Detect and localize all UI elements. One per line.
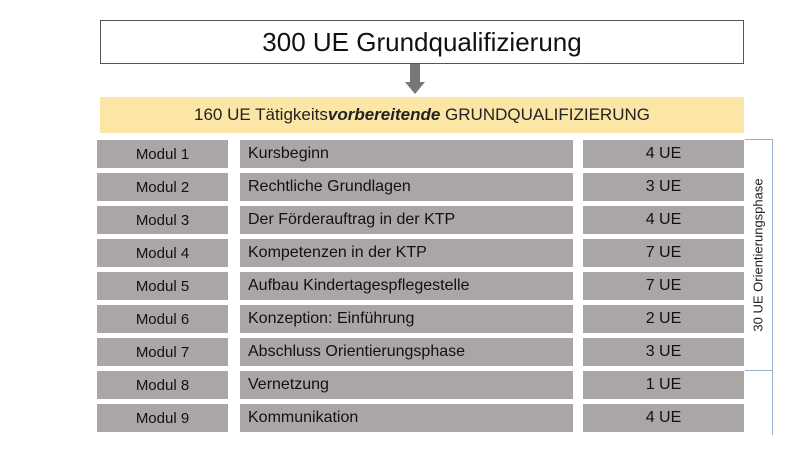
banner-emphasis: vorbereitende bbox=[327, 105, 441, 124]
orientation-bracket bbox=[745, 139, 773, 371]
module-hours: 3 UE bbox=[583, 338, 744, 366]
module-title: Der Förderauftrag in der KTP bbox=[240, 206, 573, 234]
down-arrow-icon bbox=[405, 64, 425, 94]
module-hours: 1 UE bbox=[583, 371, 744, 399]
module-hours: 4 UE bbox=[583, 404, 744, 432]
module-title: Kompetenzen in der KTP bbox=[240, 239, 573, 267]
module-title: Rechtliche Grundlagen bbox=[240, 173, 573, 201]
module-hours: 3 UE bbox=[583, 173, 744, 201]
module-number: Modul 8 bbox=[97, 371, 228, 399]
module-number: Modul 9 bbox=[97, 404, 228, 432]
module-number: Modul 6 bbox=[97, 305, 228, 333]
bracket-label: 30 UE Orientierungsphase bbox=[750, 178, 766, 332]
module-title: Abschluss Orientierungsphase bbox=[240, 338, 573, 366]
bracket-line bbox=[772, 371, 773, 435]
page-title: 300 UE Grundqualifizierung bbox=[100, 20, 744, 64]
module-title: Konzeption: Einführung bbox=[240, 305, 573, 333]
module-hours: 7 UE bbox=[583, 239, 744, 267]
module-hours: 4 UE bbox=[583, 140, 744, 168]
module-hours: 7 UE bbox=[583, 272, 744, 300]
module-number: Modul 4 bbox=[97, 239, 228, 267]
module-title: Kursbeginn bbox=[240, 140, 573, 168]
module-hours: 4 UE bbox=[583, 206, 744, 234]
module-title: Kommunikation bbox=[240, 404, 573, 432]
banner-suffix: GRUNDQUALIFIZIERUNG bbox=[440, 105, 650, 124]
module-number: Modul 3 bbox=[97, 206, 228, 234]
module-number: Modul 7 bbox=[97, 338, 228, 366]
banner-prefix: 160 UE Tätigkeits bbox=[194, 105, 328, 124]
module-title: Vernetzung bbox=[240, 371, 573, 399]
module-title: Aufbau Kindertagespflegestelle bbox=[240, 272, 573, 300]
module-number: Modul 1 bbox=[97, 140, 228, 168]
module-number: Modul 2 bbox=[97, 173, 228, 201]
module-hours: 2 UE bbox=[583, 305, 744, 333]
banner: 160 UE Tätigkeits vorbereitende GRUNDQUAL… bbox=[100, 97, 744, 133]
module-number: Modul 5 bbox=[97, 272, 228, 300]
